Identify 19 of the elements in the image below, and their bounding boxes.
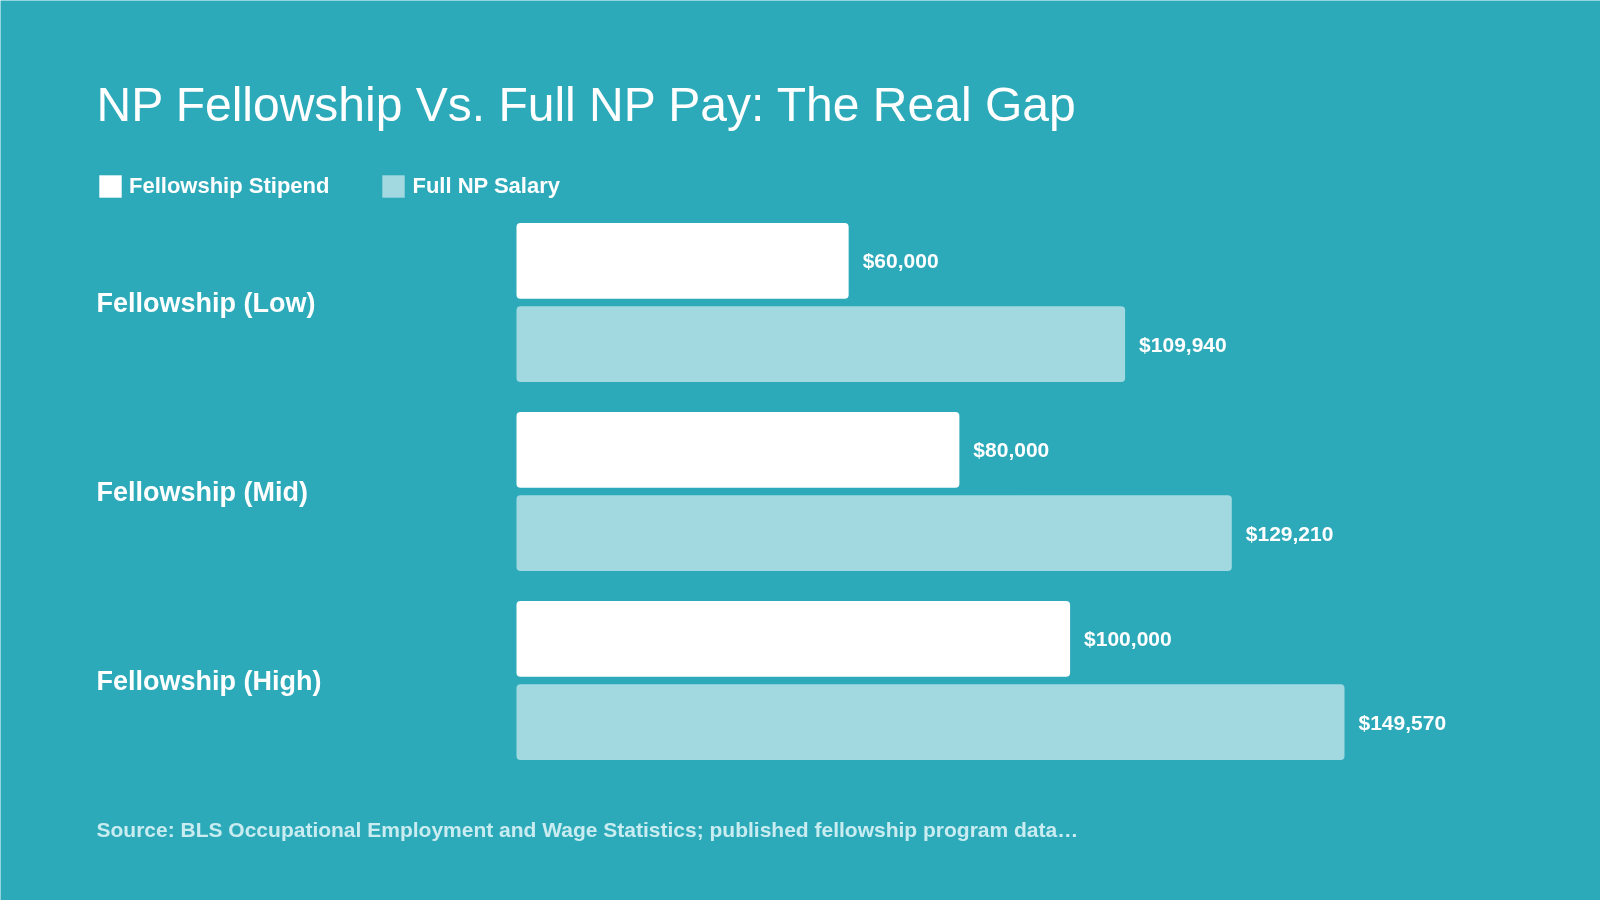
- source-note: Source: BLS Occupational Employment and Wage Statistics; published fellowship program data…: [96, 817, 1079, 841]
- chart-title: NP Fellowship Vs. Full NP Pay: The Real Gap: [96, 77, 1076, 131]
- data-label: $80,000: [973, 438, 1050, 462]
- data-label: $109,940: [1139, 332, 1227, 356]
- y-tick-label: Fellowship (Mid): [96, 476, 308, 507]
- legend-label: Fellowship Stipend: [129, 173, 330, 199]
- data-label: $149,570: [1358, 710, 1447, 734]
- bar: [516, 306, 1126, 382]
- bar: [516, 495, 1232, 571]
- y-tick-label: Fellowship (High): [96, 665, 322, 696]
- y-tick-label: Fellowship (Low): [96, 287, 316, 318]
- bar: [516, 412, 960, 488]
- data-label: $129,210: [1245, 521, 1334, 545]
- data-label: $60,000: [862, 249, 939, 273]
- bar: [516, 223, 849, 299]
- data-label: $100,000: [1084, 627, 1172, 651]
- bar: [516, 601, 1071, 677]
- legend-label: Full NP Salary: [412, 173, 560, 199]
- bar: [516, 684, 1345, 760]
